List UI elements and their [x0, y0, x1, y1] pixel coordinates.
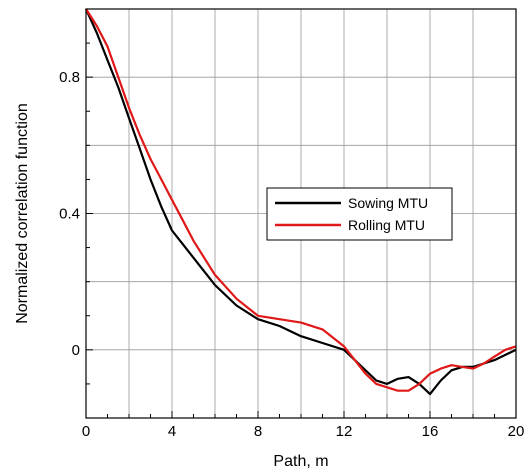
x-tick-label: 12: [336, 423, 353, 440]
x-tick-label: 20: [508, 423, 525, 440]
legend-label-rolling-mtu: Rolling MTU: [348, 217, 425, 233]
series-line-sowing-mtu: [84, 8, 517, 396]
series-line-rolling-mtu: [85, 8, 517, 392]
legend-box: [266, 187, 453, 241]
x-axis-title: Path, m: [273, 453, 328, 470]
x-tick-label: 0: [82, 423, 90, 440]
y-tick-label: 0.4: [59, 206, 80, 223]
legend: Sowing MTU Rolling MTU: [266, 187, 453, 241]
x-tick-label: 16: [422, 423, 439, 440]
x-tick-label: 4: [168, 423, 176, 440]
series-lines: [84, 8, 517, 396]
y-tick-label: 0.8: [59, 69, 80, 86]
axis-ticks: 0 4 8 12 16 20 0 0.4 0.8: [59, 8, 525, 440]
x-tick-label: 8: [254, 423, 262, 440]
legend-label-sowing-mtu: Sowing MTU: [348, 195, 428, 211]
y-tick-label: 0: [72, 342, 80, 359]
y-axis-title: Normalized correlation function: [14, 103, 31, 324]
